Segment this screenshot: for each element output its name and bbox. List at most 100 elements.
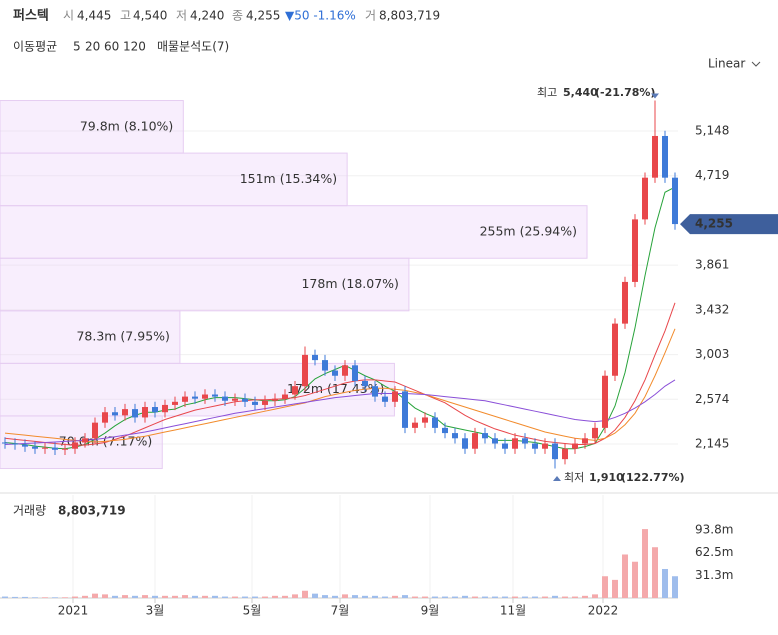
profile-label: 178m (18.07%) — [301, 276, 398, 291]
profile-toggle[interactable]: 매물분석도(7) — [157, 40, 229, 54]
min-value: 1,910 — [589, 471, 624, 484]
profile-band — [0, 152, 348, 207]
volume-bar — [612, 579, 618, 598]
profile-label: 255m (25.94%) — [480, 223, 577, 238]
volume-bar — [632, 561, 638, 598]
candle-body — [302, 354, 308, 387]
candle-body — [32, 446, 38, 449]
volume-bar — [222, 596, 228, 598]
candle-body — [92, 422, 98, 439]
volume-bar — [382, 596, 388, 598]
candle-body — [232, 398, 238, 401]
low-value: 4,240 — [190, 9, 224, 23]
volume-bar — [652, 547, 658, 598]
volume-bar — [2, 596, 8, 598]
volume-bar — [242, 596, 248, 598]
volume-bar — [132, 595, 138, 598]
candle-body — [522, 438, 528, 444]
volume-bar — [252, 596, 258, 598]
close-value: 4,255 — [246, 9, 280, 23]
y-tick-label: 5,148 — [695, 123, 729, 137]
ma-line — [4, 379, 676, 446]
profile-label: 151m (15.34%) — [240, 171, 337, 186]
candle-body — [432, 417, 438, 428]
volume-bar — [42, 597, 48, 598]
volume-bar — [532, 596, 538, 598]
profile-label: 78.3m (7.95%) — [76, 329, 169, 344]
volume-bar — [362, 595, 368, 598]
candle-body — [662, 135, 668, 178]
volume-bar — [352, 595, 358, 598]
volume-bar — [572, 596, 578, 598]
volume-bar — [452, 596, 458, 598]
candle-body — [642, 177, 648, 220]
y-tick-label: 2,574 — [695, 392, 729, 406]
x-tick-label: 7월 — [331, 604, 350, 618]
change: ▼50 -1.16% — [285, 9, 356, 23]
candle-body — [252, 401, 258, 405]
volume-bar — [72, 596, 78, 598]
candle-body — [612, 323, 618, 376]
candle-body — [472, 433, 478, 449]
volume-bar — [512, 596, 518, 598]
ma-line — [4, 328, 676, 443]
volume-bar — [522, 596, 528, 598]
candle-body — [242, 398, 248, 402]
candle-body — [392, 391, 398, 402]
volume-bar — [372, 595, 378, 598]
volume-title-value: 8,803,719 — [58, 504, 126, 518]
profile-label: 79.8m (8.10%) — [80, 118, 173, 133]
volume-bar — [332, 595, 338, 598]
profile-band — [0, 415, 163, 470]
high-label: 고 — [120, 9, 131, 23]
volume-bar — [92, 593, 98, 598]
volume-tick-label: 62.5m — [695, 545, 733, 559]
volume-bar — [642, 529, 648, 598]
volume-bar — [412, 596, 418, 598]
candle-body — [192, 396, 198, 399]
candle-body — [212, 394, 218, 397]
min-marker — [553, 476, 561, 481]
ma-legend-item: 60 — [104, 40, 119, 54]
max-label: 최고 — [537, 86, 557, 99]
high-value: 4,540 — [133, 9, 167, 23]
volume-bar — [112, 595, 118, 598]
volume-bar — [212, 595, 218, 598]
volume-bar — [192, 595, 198, 598]
volume-bar — [472, 596, 478, 598]
volume-bar — [122, 595, 128, 598]
candle-body — [172, 401, 178, 405]
candle-body — [372, 386, 378, 397]
x-tick-label: 9월 — [421, 604, 440, 618]
volume-bar — [662, 568, 668, 598]
volume-bar — [162, 595, 168, 598]
candle-body — [492, 438, 498, 444]
volume-bar — [402, 595, 408, 598]
max-marker — [651, 93, 659, 99]
y-tick-label: 3,003 — [695, 347, 729, 361]
ma-legend-item: 5 — [73, 40, 81, 54]
open-label: 시 — [63, 9, 74, 23]
volume-bar — [52, 597, 58, 598]
ma-legend-title: 이동평균 — [13, 40, 57, 54]
volume-bar — [32, 597, 38, 598]
candle-body — [132, 409, 138, 418]
volume-bar — [292, 594, 298, 598]
candle-body — [162, 404, 168, 413]
volume-bar — [492, 596, 498, 598]
candle-body — [542, 443, 548, 449]
candle-body — [292, 386, 298, 395]
ma-line — [4, 186, 676, 450]
volume-bar — [182, 595, 188, 598]
candle-body — [112, 412, 118, 416]
close-label: 종 — [232, 9, 243, 23]
y-tick-label: 3,432 — [695, 302, 729, 316]
volume-bar — [62, 597, 68, 598]
volume-bar — [22, 596, 28, 598]
scale-menu[interactable]: Linear — [708, 57, 745, 71]
candle-body — [622, 281, 628, 324]
stock-name: 퍼스텍 — [13, 8, 49, 24]
ma-line — [4, 302, 676, 446]
candle-body — [442, 427, 448, 434]
candle-body — [482, 433, 488, 439]
